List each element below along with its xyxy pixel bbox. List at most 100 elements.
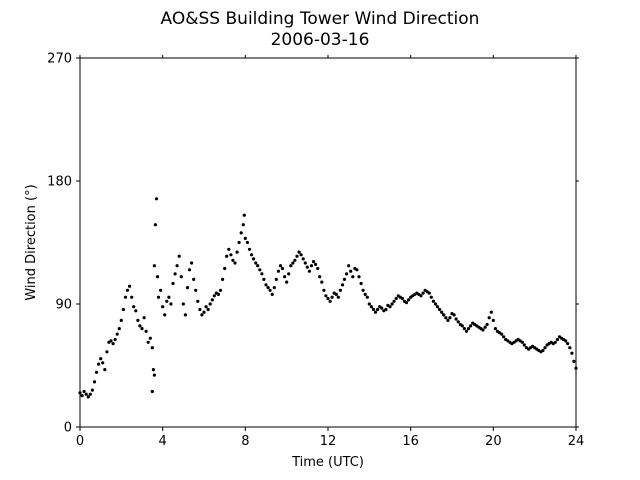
data-point xyxy=(262,277,266,281)
data-point xyxy=(156,295,161,299)
data-point xyxy=(438,307,442,312)
data-point xyxy=(568,346,572,350)
data-point xyxy=(448,316,452,320)
data-point xyxy=(242,213,246,217)
data-point xyxy=(289,264,293,268)
data-point xyxy=(326,296,330,301)
data-point xyxy=(404,301,409,305)
data-point xyxy=(316,266,320,271)
data-point xyxy=(342,277,347,281)
data-point xyxy=(400,296,404,301)
x-tick-label: 20 xyxy=(485,434,502,449)
data-point xyxy=(340,283,345,287)
x-tick-label: 0 xyxy=(76,434,84,449)
data-point xyxy=(361,288,365,292)
data-point xyxy=(183,313,187,317)
data-point xyxy=(221,277,225,281)
data-point xyxy=(150,389,154,394)
data-point xyxy=(177,254,181,258)
data-point xyxy=(433,302,438,306)
data-point xyxy=(421,291,425,295)
y-tick-label: 180 xyxy=(47,175,72,190)
data-point xyxy=(464,329,469,333)
x-tick-label: 24 xyxy=(568,434,585,449)
data-point xyxy=(456,320,460,324)
data-point xyxy=(241,223,245,227)
data-point xyxy=(148,336,152,340)
data-point xyxy=(301,257,305,261)
data-point xyxy=(334,292,338,296)
data-point xyxy=(454,317,458,321)
data-point xyxy=(311,260,316,264)
data-point xyxy=(169,302,173,306)
data-point xyxy=(359,281,363,286)
data-point xyxy=(318,275,322,279)
data-point xyxy=(283,275,287,279)
data-point xyxy=(227,247,231,251)
data-point xyxy=(229,253,233,257)
data-point xyxy=(489,310,493,314)
data-point xyxy=(388,305,392,309)
data-point xyxy=(446,318,450,322)
data-point xyxy=(305,265,309,269)
data-point xyxy=(357,275,361,279)
data-point xyxy=(564,339,568,343)
data-point xyxy=(351,275,355,279)
data-point xyxy=(394,296,398,301)
data-point xyxy=(266,286,270,290)
data-point xyxy=(570,351,574,355)
data-point xyxy=(159,288,163,292)
data-point xyxy=(88,392,92,396)
data-point xyxy=(223,266,227,271)
data-point xyxy=(200,313,204,317)
data-point xyxy=(161,305,165,309)
data-point xyxy=(239,231,243,235)
data-point xyxy=(163,313,167,317)
data-point xyxy=(520,340,524,344)
data-point xyxy=(355,268,359,272)
data-point xyxy=(363,292,367,296)
data-point xyxy=(105,350,109,354)
data-point xyxy=(390,302,394,306)
x-tick-label: 16 xyxy=(402,434,419,449)
data-point xyxy=(256,264,260,268)
data-point xyxy=(142,316,146,320)
data-point xyxy=(502,335,506,339)
data-point xyxy=(330,295,334,299)
data-point xyxy=(328,299,332,303)
data-point xyxy=(278,264,283,268)
data-point xyxy=(369,305,373,309)
data-point xyxy=(380,306,384,310)
data-point xyxy=(303,261,307,265)
data-point xyxy=(150,346,154,350)
data-point xyxy=(541,348,545,353)
data-point xyxy=(254,261,258,265)
data-point xyxy=(155,275,160,279)
data-point xyxy=(466,327,471,331)
x-axis-label: Time (UTC) xyxy=(291,455,364,470)
data-point xyxy=(347,264,351,268)
data-point xyxy=(138,324,142,328)
data-point xyxy=(103,368,107,372)
data-point xyxy=(140,327,144,331)
data-point xyxy=(113,337,117,342)
data-point xyxy=(175,264,179,268)
data-point xyxy=(194,288,198,292)
data-point xyxy=(146,340,150,344)
data-point xyxy=(136,318,140,322)
data-point xyxy=(121,307,125,312)
data-point xyxy=(460,324,464,328)
data-point xyxy=(373,310,378,314)
data-point xyxy=(152,373,156,377)
data-point xyxy=(216,292,221,296)
data-point xyxy=(134,309,138,313)
data-point xyxy=(165,299,169,303)
data-point xyxy=(190,261,194,265)
data-point xyxy=(371,307,376,312)
data-point xyxy=(543,346,547,350)
data-point xyxy=(376,307,380,312)
data-point xyxy=(522,343,526,347)
data-point xyxy=(94,370,99,374)
data-point xyxy=(249,253,254,257)
